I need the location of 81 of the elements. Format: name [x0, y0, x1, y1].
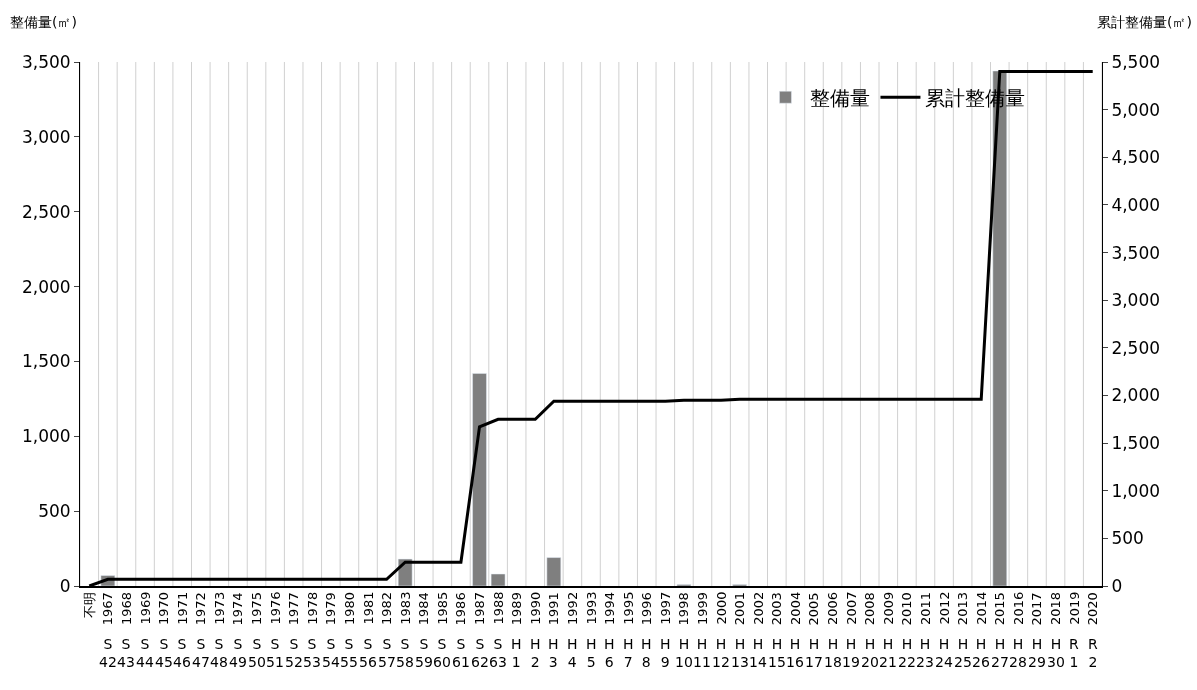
x-tick-label: 1993 H 5 — [583, 591, 599, 671]
x-tick-label: 2003 H 15 — [768, 592, 786, 671]
x-tick-label: 2002 H 14 — [749, 591, 767, 671]
x-tick-label: 1974 S 49 — [229, 592, 247, 671]
y-tick-label: 0 — [59, 575, 71, 596]
x-tick-label: 1980 S 55 — [340, 591, 358, 671]
y2-tick-label: 500 — [1111, 528, 1144, 549]
x-tick-label: 1989 H 1 — [509, 592, 525, 671]
x-tick-label: 1990 H 2 — [527, 591, 543, 671]
x-tick-label: 2005 H 17 — [805, 592, 823, 671]
y-tick-label: 3,000 — [21, 126, 71, 147]
y-tick-label: 500 — [38, 501, 71, 522]
x-tick-label: 2008 H 20 — [861, 592, 879, 671]
x-tick-label: 2001 H 13 — [731, 592, 749, 671]
x-tick-label: 1972 S 47 — [192, 592, 210, 671]
y-tick-label: 2,500 — [21, 201, 71, 222]
x-tick-label: 2015 H 27 — [991, 592, 1009, 671]
y-tick-label: 1,500 — [21, 351, 71, 372]
y2-tick-label: 1,000 — [1111, 480, 1161, 501]
x-tick-label: 1997 H 9 — [657, 591, 673, 671]
y2-tick-label: 3,000 — [1111, 290, 1161, 311]
y-tick-label: 3,500 — [21, 51, 71, 72]
x-tick-label: 2018 H 30 — [1047, 591, 1065, 671]
x-tick-label: 1969 S 44 — [136, 591, 154, 671]
x-tick-label: 2010 H 22 — [898, 592, 916, 671]
x-tick-label: 2012 H 24 — [935, 591, 953, 671]
x-tick-label: 1996 H 8 — [639, 592, 655, 671]
x-tick-label: 1998 H 10 — [675, 592, 693, 671]
x-tick-label: 1975 S 50 — [248, 591, 266, 671]
x-tick-label: 1978 S 53 — [303, 591, 321, 671]
x-tick-label: 2006 H 18 — [824, 591, 842, 671]
y-axis-title: 整備量(㎡) — [10, 14, 77, 30]
x-tick-label: 1977 S 52 — [285, 592, 303, 671]
x-tick-label: 1967 S 42 — [99, 592, 117, 671]
x-tick-label: 1999 H 11 — [693, 591, 711, 671]
x-tick-label: 1979 S 54 — [322, 592, 340, 671]
x-tick-label: 2000 H 12 — [712, 591, 730, 671]
y2-tick-label: 5,500 — [1111, 51, 1161, 72]
x-tick-label: 2011 H 23 — [916, 591, 934, 671]
bar — [490, 573, 506, 586]
y2-tick-label: 5,000 — [1111, 99, 1161, 120]
x-tick-label: 1986 S 61 — [452, 592, 470, 671]
x-tick-label: 1976 S 51 — [266, 591, 284, 671]
x-tick-label: 2013 H 25 — [954, 592, 972, 671]
bar — [472, 373, 487, 586]
x-tick-label: 2016 H 28 — [1009, 591, 1027, 671]
x-tick-label: 2020 R 2 — [1085, 592, 1101, 671]
x-tick-label: 1971 S 46 — [173, 591, 191, 671]
y-tick-label: 1,000 — [21, 426, 71, 447]
y2-tick-label: 4,500 — [1111, 147, 1161, 168]
x-tick-label: 1995 H 7 — [620, 591, 636, 671]
x-tick-label: 1982 S 57 — [378, 592, 396, 671]
y2-axis-title: 累計整備量(㎡) — [1097, 14, 1192, 30]
x-tick-label: 2017 H 29 — [1028, 592, 1046, 671]
x-tick-label: 不明 — [82, 592, 98, 619]
x-tick-label: 1981 S 56 — [359, 591, 377, 671]
y2-tick-label: 1,500 — [1111, 433, 1161, 454]
x-tick-label: 1987 S 62 — [471, 591, 489, 671]
y-tick-label: 2,000 — [21, 276, 71, 297]
x-tick-label: 1991 H 3 — [546, 592, 562, 671]
x-tick-label: 1973 S 48 — [210, 591, 228, 671]
x-tick-label: 2019 R 1 — [1066, 591, 1082, 671]
x-tick-label: 2014 H 26 — [972, 591, 990, 671]
y2-tick-label: 4,000 — [1111, 194, 1161, 215]
x-tick-label: 1985 S 60 — [433, 591, 451, 671]
x-tick-label: 1988 S 63 — [489, 591, 507, 671]
x-tick-label: 2009 H 21 — [879, 591, 897, 671]
x-tick-label: 1983 S 58 — [396, 591, 414, 671]
x-tick-label: 1994 H 6 — [602, 591, 618, 671]
bar — [546, 557, 562, 586]
x-tick-label: 1968 S 43 — [117, 591, 135, 671]
legend-label: 整備量 — [810, 86, 871, 111]
y2-tick-label: 2,500 — [1111, 337, 1161, 358]
x-tick-label: 1970 S 45 — [155, 592, 173, 671]
y2-tick-label: 3,500 — [1111, 242, 1161, 263]
x-tick-label: 1984 S 59 — [415, 592, 433, 671]
y2-tick-label: 2,000 — [1111, 385, 1161, 406]
x-tick-label: 2007 H 19 — [842, 591, 860, 671]
y2-tick-label: 0 — [1111, 575, 1123, 596]
x-tick-label: 1992 H 4 — [564, 591, 580, 671]
x-tick-label: 2004 H 16 — [786, 591, 804, 671]
